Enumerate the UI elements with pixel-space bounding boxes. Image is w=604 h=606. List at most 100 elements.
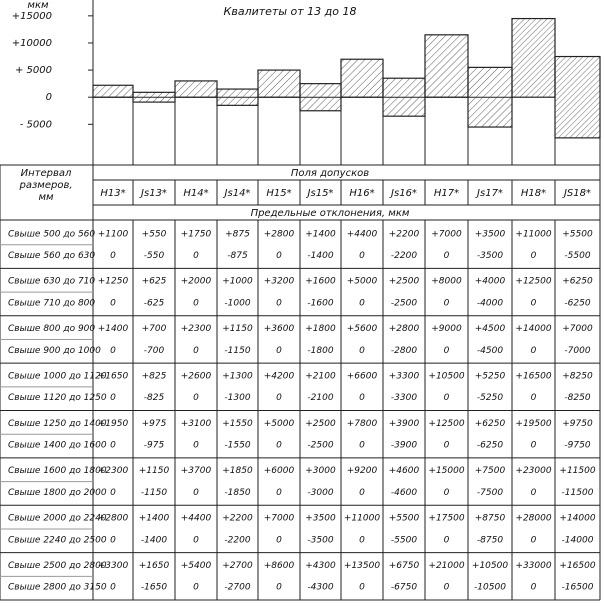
size-header: Интервал размеров, мм bbox=[18, 168, 72, 203]
upper-deviation: +6000 bbox=[264, 466, 295, 476]
size-range: Свыше 900 до 1000 bbox=[8, 346, 101, 356]
lower-deviation: -1850 bbox=[224, 488, 250, 498]
lower-deviation: -6250 bbox=[477, 441, 503, 451]
column-header: H16* bbox=[349, 188, 374, 199]
upper-deviation: +1950 bbox=[98, 419, 129, 429]
lower-deviation: 0 bbox=[531, 441, 537, 451]
y-tick-label: +10000 bbox=[12, 38, 52, 49]
lower-deviation: -825 bbox=[144, 393, 165, 403]
upper-deviation: +2200 bbox=[222, 514, 253, 524]
lower-deviation: 0 bbox=[110, 346, 116, 356]
upper-deviation: +5500 bbox=[562, 229, 593, 239]
lower-deviation: 0 bbox=[193, 535, 199, 545]
lower-deviation: -2800 bbox=[391, 346, 417, 356]
upper-deviation: +11000 bbox=[515, 229, 551, 239]
lower-deviation: -3300 bbox=[391, 393, 417, 403]
lower-deviation: -3900 bbox=[391, 441, 417, 451]
lower-deviation: -9750 bbox=[564, 441, 590, 451]
upper-deviation: +1850 bbox=[222, 466, 253, 476]
lower-deviation: 0 bbox=[110, 298, 116, 308]
lower-deviation: 0 bbox=[276, 441, 282, 451]
upper-deviation: +4500 bbox=[475, 324, 506, 334]
upper-deviation: +1750 bbox=[181, 229, 212, 239]
upper-deviation: +14000 bbox=[559, 514, 595, 524]
lower-deviation: -4000 bbox=[477, 298, 503, 308]
upper-deviation: +3300 bbox=[98, 561, 129, 571]
upper-deviation: +3900 bbox=[389, 419, 420, 429]
lower-deviation: -6250 bbox=[564, 298, 590, 308]
upper-deviation: +700 bbox=[142, 324, 167, 334]
upper-deviation: +9000 bbox=[431, 324, 462, 334]
upper-deviation: +12500 bbox=[515, 277, 551, 287]
upper-deviation: +23000 bbox=[515, 466, 551, 476]
lower-deviation: 0 bbox=[193, 298, 199, 308]
upper-deviation: +1000 bbox=[222, 277, 253, 287]
lower-deviation: 0 bbox=[444, 393, 450, 403]
lower-deviation: 0 bbox=[110, 251, 116, 261]
lower-deviation: -1550 bbox=[224, 441, 250, 451]
column-header: JS18* bbox=[562, 188, 591, 199]
lower-deviation: 0 bbox=[276, 393, 282, 403]
lower-deviation: -875 bbox=[227, 251, 248, 261]
diagram-title: Квалитеты от 13 до 18 bbox=[224, 5, 357, 18]
column-header: Js17* bbox=[475, 188, 503, 199]
upper-deviation: +1600 bbox=[305, 277, 336, 287]
lower-deviation: 0 bbox=[531, 488, 537, 498]
lower-deviation: -1000 bbox=[224, 298, 250, 308]
lower-deviation: 0 bbox=[276, 535, 282, 545]
lower-deviation: -2200 bbox=[391, 251, 417, 261]
upper-deviation: +4200 bbox=[264, 371, 295, 381]
lower-deviation: -2200 bbox=[224, 535, 250, 545]
size-range: Свыше 630 до 710 bbox=[8, 277, 95, 287]
lower-deviation: 0 bbox=[531, 346, 537, 356]
lower-deviation: -1600 bbox=[307, 298, 333, 308]
lower-deviation: -550 bbox=[144, 251, 165, 261]
column-header: Js16* bbox=[389, 188, 417, 199]
upper-deviation: +5000 bbox=[264, 419, 295, 429]
upper-deviation: +2700 bbox=[222, 561, 253, 571]
column-header: H13* bbox=[100, 188, 125, 199]
size-range: Свыше 2240 до 2500 bbox=[8, 535, 107, 545]
upper-deviation: +6250 bbox=[562, 277, 593, 287]
upper-deviation: +6600 bbox=[347, 371, 378, 381]
lower-deviation: 0 bbox=[444, 346, 450, 356]
tolerance-field bbox=[132, 91, 176, 103]
lower-deviation: 0 bbox=[193, 583, 199, 593]
lower-deviation: 0 bbox=[531, 583, 537, 593]
lower-deviation: -1150 bbox=[141, 488, 167, 498]
tolerance-field bbox=[299, 83, 342, 112]
lower-deviation: -8750 bbox=[477, 535, 503, 545]
upper-deviation: +19500 bbox=[515, 419, 551, 429]
upper-deviation: +4400 bbox=[347, 229, 378, 239]
upper-deviation: +3300 bbox=[389, 371, 420, 381]
lower-deviation: 0 bbox=[110, 583, 116, 593]
y-tick-label: 0 bbox=[46, 92, 52, 103]
lower-deviation: -1400 bbox=[141, 535, 167, 545]
lower-deviation: -8250 bbox=[564, 393, 590, 403]
lower-deviation: 0 bbox=[359, 583, 365, 593]
lower-deviation: 0 bbox=[110, 441, 116, 451]
upper-deviation: +5250 bbox=[475, 371, 506, 381]
lower-deviation: 0 bbox=[110, 535, 116, 545]
upper-deviation: +4300 bbox=[305, 561, 336, 571]
upper-deviation: +11500 bbox=[559, 466, 595, 476]
upper-deviation: +825 bbox=[142, 371, 167, 381]
lower-deviation: 0 bbox=[276, 583, 282, 593]
upper-deviation: +7500 bbox=[475, 466, 506, 476]
upper-deviation: +3500 bbox=[475, 229, 506, 239]
upper-deviation: +1100 bbox=[98, 229, 129, 239]
upper-deviation: +975 bbox=[142, 419, 167, 429]
upper-deviation: +4600 bbox=[389, 466, 420, 476]
lower-deviation: -3000 bbox=[307, 488, 333, 498]
upper-deviation: +2200 bbox=[389, 229, 420, 239]
lower-deviation: 0 bbox=[444, 441, 450, 451]
column-header: Js13* bbox=[139, 188, 167, 199]
column-header: Js14* bbox=[223, 188, 251, 199]
column-header: H15* bbox=[266, 188, 291, 199]
upper-deviation: +625 bbox=[142, 277, 167, 287]
upper-deviation: +1400 bbox=[305, 229, 336, 239]
upper-deviation: +10500 bbox=[472, 561, 508, 571]
column-header: H17* bbox=[434, 188, 459, 199]
lower-deviation: 0 bbox=[193, 393, 199, 403]
